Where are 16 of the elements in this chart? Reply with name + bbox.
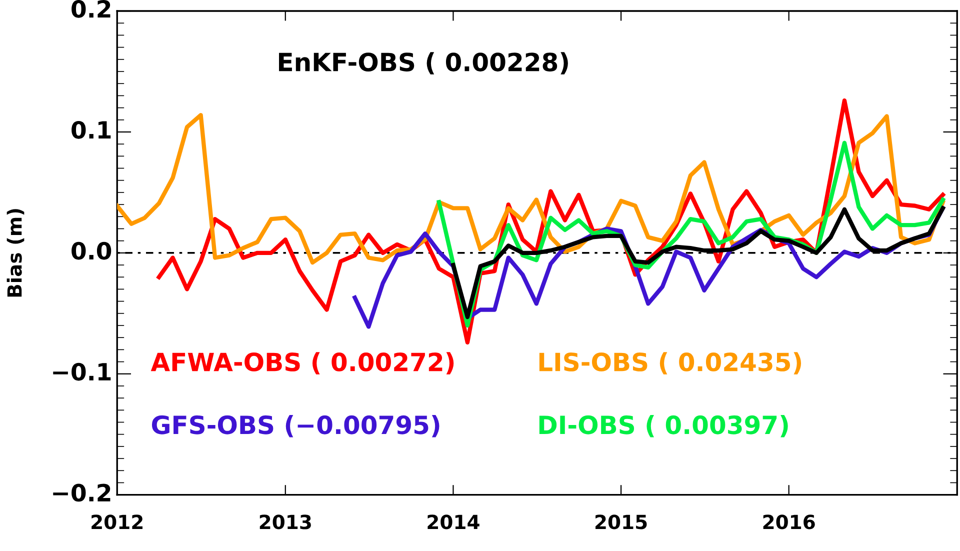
x-tick-label: 2012 bbox=[92, 514, 142, 530]
text: GFS-OBS (−0.00795) bbox=[152, 414, 440, 438]
x-tick-label: 2016 bbox=[763, 514, 815, 530]
y-tick-label: −0.2 bbox=[53, 484, 110, 502]
y-tick-label: 0.2 bbox=[72, 0, 110, 18]
text: LIS-OBS ( 0.02435) bbox=[539, 352, 802, 374]
x-tick-label: 2014 bbox=[428, 514, 480, 530]
y-tick-label: 0.1 bbox=[72, 120, 111, 139]
y-tick-label: −0.1 bbox=[53, 362, 111, 381]
y-tick-label: 0.0 bbox=[72, 242, 112, 260]
x-tick-label: 2015 bbox=[596, 514, 647, 530]
text: DI-OBS ( 0.00397) bbox=[539, 414, 788, 438]
text: EnKF-OBS ( 0.00228) bbox=[279, 52, 568, 74]
x-tick-label: 2013 bbox=[260, 514, 311, 530]
series-label: AFWA-OBS ( 0.00272) bbox=[150, 352, 454, 374]
y-axis-title: Bias (m) bbox=[6, 209, 24, 297]
